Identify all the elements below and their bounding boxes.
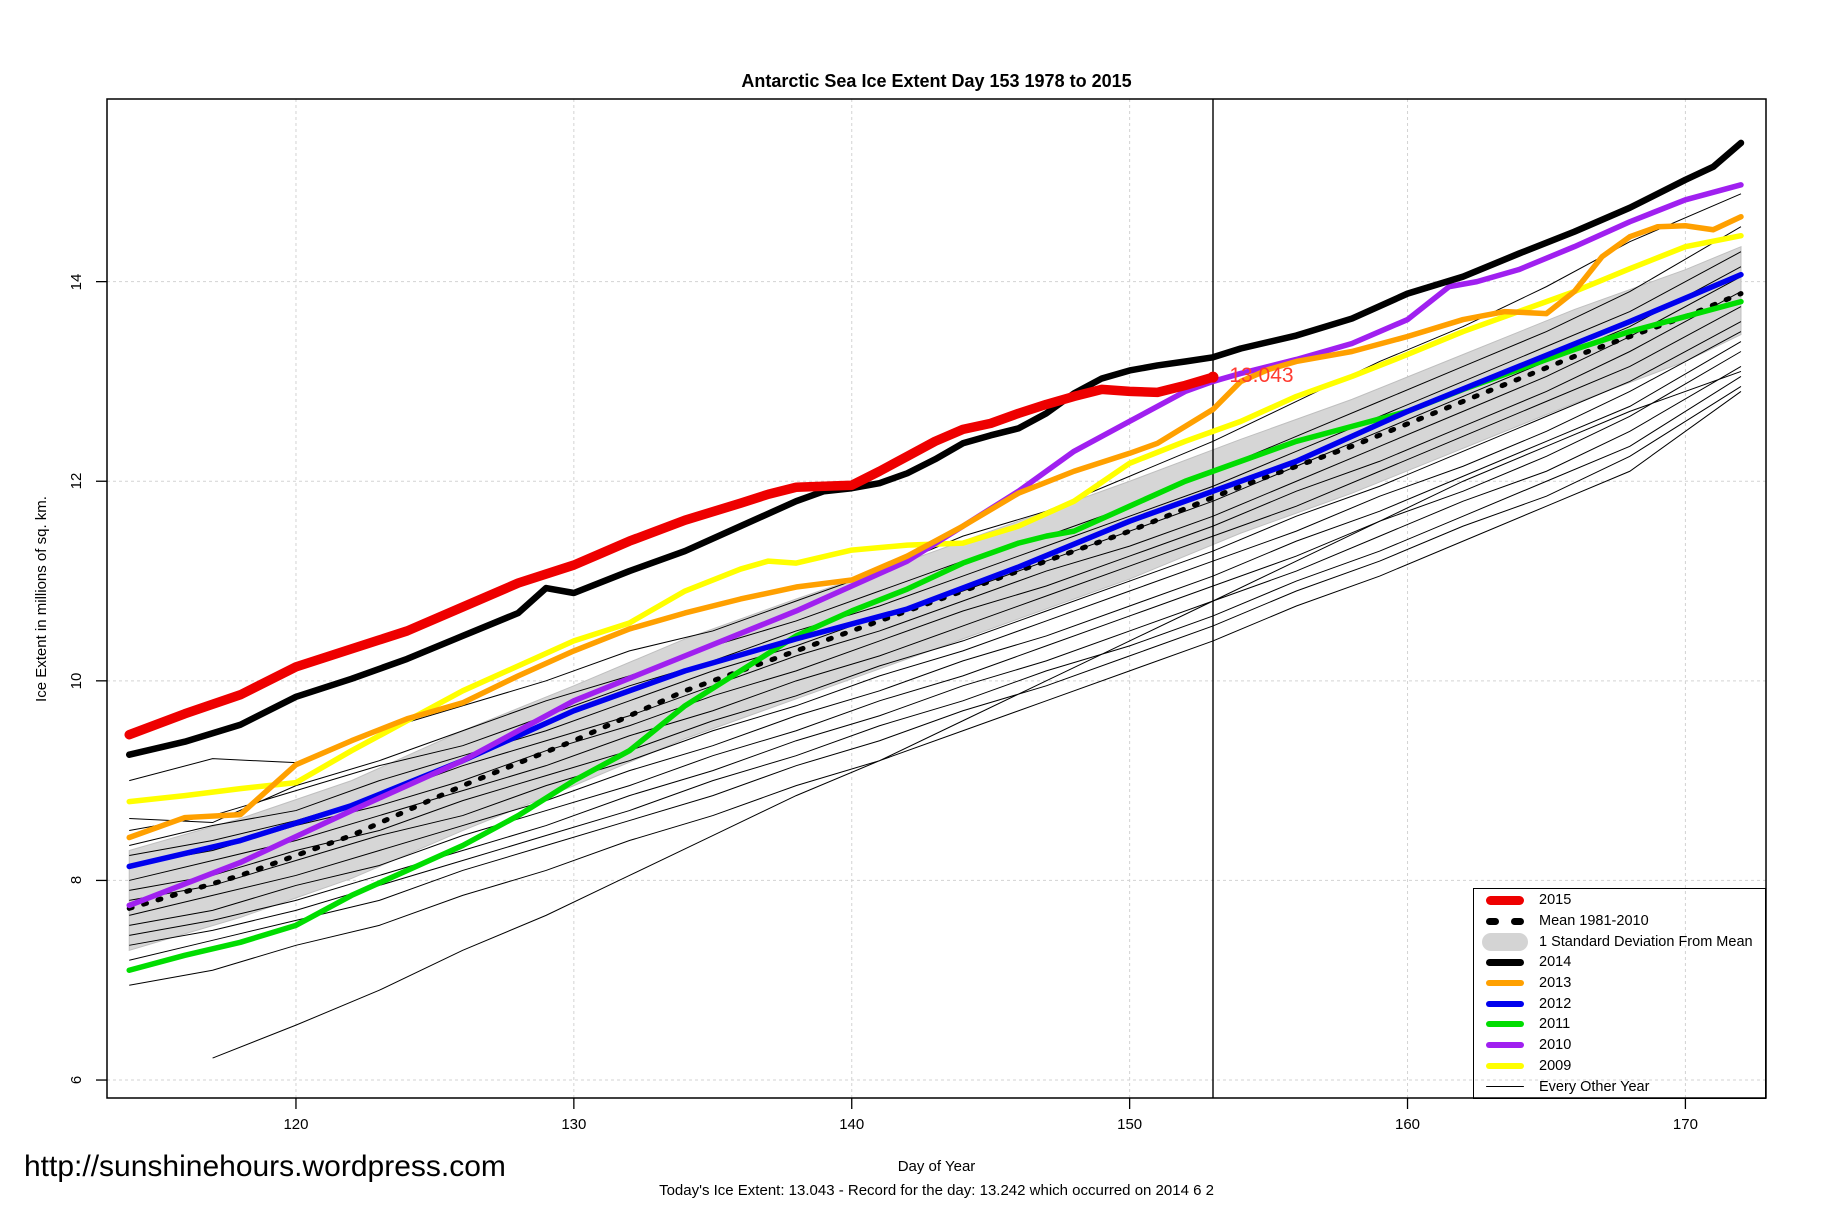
legend-label: 2015 <box>1539 892 1572 909</box>
legend-label: 1 Standard Deviation From Mean <box>1539 933 1753 950</box>
legend: 2015 Mean 1981-2010 1 Standard Deviation F… <box>1473 888 1766 1099</box>
y-tick-label: 10 <box>68 672 85 690</box>
legend-key-line-icon <box>1482 980 1528 987</box>
value-annotation: 13.043 <box>1229 364 1294 388</box>
legend-key-line-icon <box>1482 895 1528 905</box>
today-endpoint-dot <box>1207 371 1219 383</box>
footer-note: Today's Ice Extent: 13.043 - Record for … <box>659 1182 1214 1199</box>
legend-item-mean-1981-2010: Mean 1981-2010 <box>1474 911 1765 932</box>
other-year-line <box>212 370 1742 1059</box>
x-tick-label: 170 <box>1672 1116 1698 1133</box>
other-year-line <box>129 351 1742 926</box>
other-year-line <box>129 331 1742 901</box>
other-year-line <box>129 226 1742 824</box>
legend-key-line-icon <box>1482 958 1528 966</box>
x-axis-title: Day of Year <box>897 1158 976 1175</box>
legend-item-2009: 2009 <box>1474 1056 1765 1077</box>
legend-label: 2009 <box>1539 1057 1572 1074</box>
y-axis-title: Ice Extent in millions of sq. km. <box>33 496 50 702</box>
legend-key-line-icon <box>1482 1000 1528 1007</box>
legend-item-2010: 2010 <box>1474 1035 1765 1056</box>
plot-area <box>107 99 1766 1098</box>
other-year-line <box>129 341 1742 916</box>
legend-item-every-other-year: Every Other Year <box>1474 1076 1765 1097</box>
y-tick-label: 14 <box>68 273 85 290</box>
legend-key-band-icon <box>1482 932 1528 951</box>
series-2015 <box>124 372 1218 740</box>
legend-label: Mean 1981-2010 <box>1539 913 1649 930</box>
series-mean-1981-2010 <box>126 291 1744 911</box>
other-year-line <box>129 251 1742 832</box>
other-year-line <box>129 386 1742 961</box>
other-year-line <box>129 366 1742 936</box>
site-url: http://sunshinehours.wordpress.com <box>24 1150 506 1183</box>
legend-item-1-standard-deviation-from-mean: 1 Standard Deviation From Mean <box>1474 931 1765 952</box>
legend-key-line-icon <box>1482 1042 1528 1049</box>
other-year-line <box>129 391 1742 986</box>
legend-item-2012: 2012 <box>1474 993 1765 1014</box>
legend-item-2014: 2014 <box>1474 952 1765 973</box>
x-tick-label: 160 <box>1395 1116 1421 1133</box>
legend-key-thin-icon <box>1482 1085 1528 1088</box>
series-2010 <box>126 182 1744 909</box>
legend-label: 2013 <box>1539 975 1572 992</box>
x-tick-label: 140 <box>839 1116 865 1133</box>
series-2009 <box>126 232 1744 805</box>
y-tick-label: 6 <box>68 1075 85 1085</box>
legend-label: 2010 <box>1539 1037 1572 1054</box>
legend-label: 2014 <box>1539 954 1572 971</box>
legend-label: 2012 <box>1539 995 1572 1012</box>
chart-title: Antarctic Sea Ice Extent Day 153 1978 to… <box>741 71 1132 91</box>
x-tick-label: 130 <box>561 1116 587 1133</box>
legend-item-2015: 2015 <box>1474 890 1765 911</box>
legend-item-2013: 2013 <box>1474 973 1765 994</box>
legend-label: 2011 <box>1539 1016 1571 1033</box>
plot-border <box>106 98 1767 1099</box>
other-year-line <box>129 376 1742 946</box>
series-2014 <box>125 139 1745 758</box>
legend-label: Every Other Year <box>1539 1078 1650 1095</box>
x-tick-label: 120 <box>283 1116 309 1133</box>
legend-key-line-icon <box>1482 1021 1528 1028</box>
legend-key-dashed-icon <box>1482 917 1528 925</box>
series-2013 <box>126 214 1744 841</box>
y-tick-label: 12 <box>68 472 85 490</box>
legend-item-2011: 2011 <box>1474 1014 1765 1035</box>
legend-key-line-icon <box>1482 1062 1528 1069</box>
x-tick-label: 150 <box>1117 1116 1143 1133</box>
other-year-line <box>129 291 1742 866</box>
other-year-line <box>129 306 1742 881</box>
other-year-line <box>129 321 1742 891</box>
y-tick-label: 8 <box>68 876 85 885</box>
